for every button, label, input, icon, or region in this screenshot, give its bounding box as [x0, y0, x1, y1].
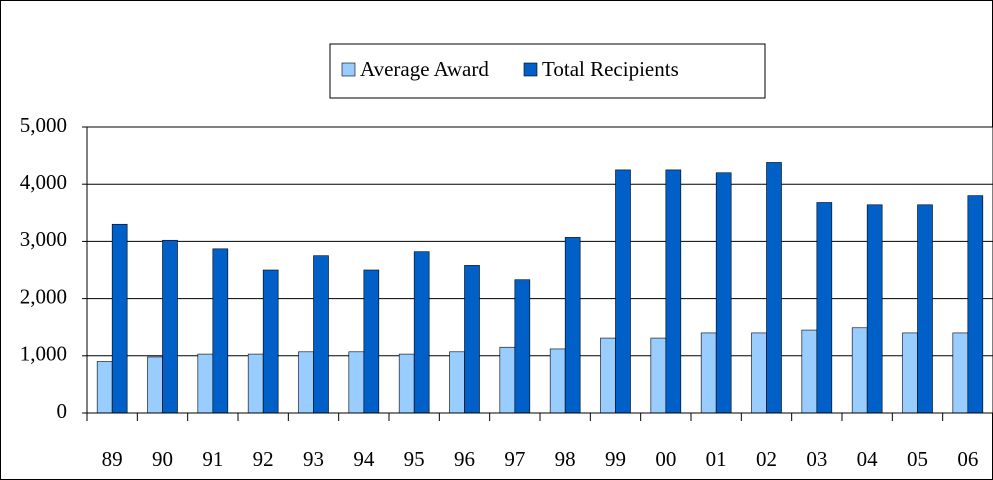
- bar: [600, 337, 616, 414]
- bar: [162, 239, 178, 414]
- y-tick-label: 0: [57, 399, 68, 423]
- bar: [499, 346, 516, 414]
- x-tick-label: 02: [756, 447, 777, 471]
- bar: [700, 332, 717, 414]
- x-tick-label: 99: [605, 447, 626, 471]
- y-tick-label: 1,000: [20, 342, 67, 366]
- x-tick-label: 04: [857, 447, 879, 471]
- bar: [212, 248, 229, 414]
- bar: [247, 353, 264, 414]
- bar: [464, 265, 480, 414]
- y-tick-label: 5,000: [20, 113, 67, 137]
- y-tick-label: 2,000: [20, 284, 67, 308]
- bar: [801, 329, 818, 414]
- x-tick-label: 89: [102, 447, 123, 471]
- bar: [751, 332, 767, 414]
- x-tick-label: 97: [504, 447, 525, 471]
- x-tick-label: 98: [555, 447, 576, 471]
- bar: [96, 361, 113, 414]
- bar: [564, 237, 581, 414]
- bar: [917, 204, 933, 414]
- bar: [449, 351, 465, 414]
- bar: [665, 169, 682, 414]
- x-tick-label: 95: [404, 447, 425, 471]
- plot-area: [86, 126, 993, 414]
- x-tick-label: 92: [253, 447, 274, 471]
- bar: [866, 204, 883, 414]
- bar: [902, 332, 918, 414]
- bar: [147, 356, 163, 414]
- bar: [514, 279, 531, 414]
- x-tick-label: 05: [907, 447, 928, 471]
- x-tick-label: 03: [806, 447, 827, 471]
- bar: [952, 332, 969, 414]
- x-tick-label: 96: [454, 447, 475, 471]
- bar: [715, 172, 732, 414]
- bar: [549, 348, 566, 414]
- legend-label: Average Award: [360, 57, 489, 81]
- bar: [348, 351, 365, 414]
- x-tick-label: 90: [152, 447, 173, 471]
- x-tick-label: 94: [353, 447, 375, 471]
- x-tick-label: 93: [303, 447, 324, 471]
- x-tick-label: 00: [655, 447, 676, 471]
- legend-swatch: [523, 62, 538, 77]
- bar: [197, 353, 214, 414]
- bar: [363, 269, 380, 414]
- bar: [851, 327, 868, 414]
- x-tick-label: 01: [706, 447, 727, 471]
- x-tick-label: 06: [957, 447, 978, 471]
- x-tick-label: 91: [202, 447, 223, 471]
- bar: [413, 251, 430, 414]
- bar: [298, 351, 314, 414]
- bar: [398, 353, 415, 414]
- bar: [650, 337, 667, 414]
- bar: [313, 255, 329, 414]
- bar: [816, 202, 833, 414]
- bar: [615, 169, 631, 414]
- y-tick-label: 3,000: [20, 227, 67, 251]
- bar: [111, 223, 128, 414]
- y-tick-label: 4,000: [20, 170, 67, 194]
- bar: [262, 269, 279, 414]
- legend-swatch: [341, 62, 356, 77]
- legend: [329, 43, 766, 99]
- bar: [766, 162, 782, 414]
- legend-label: Total Recipients: [542, 57, 679, 81]
- bar: [967, 195, 984, 414]
